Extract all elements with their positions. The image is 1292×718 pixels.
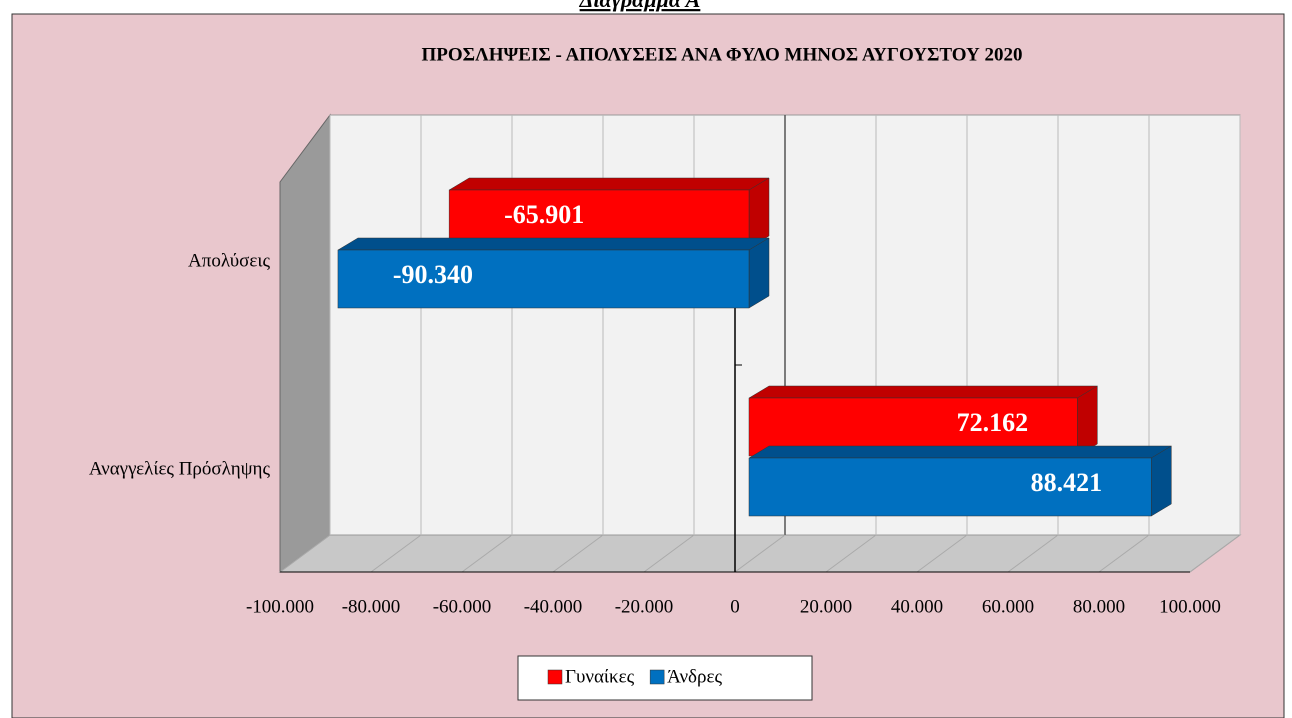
legend-swatch bbox=[649, 669, 665, 685]
x-tick-label: 20.000 bbox=[800, 596, 852, 617]
x-tick-label: 0 bbox=[730, 596, 740, 617]
x-tick-label: 40.000 bbox=[891, 596, 943, 617]
floor-grid bbox=[461, 534, 513, 573]
data-label: 72.162 bbox=[957, 408, 1029, 437]
x-tick-label: -80.000 bbox=[342, 596, 401, 617]
header: Διάγραμμα Α bbox=[579, 0, 701, 12]
y-tick-label: Απολύσεις bbox=[188, 250, 270, 271]
bar-top bbox=[748, 385, 1099, 399]
bar bbox=[748, 457, 1152, 517]
x-tick-label: -100.000 bbox=[246, 596, 314, 617]
floor-grid bbox=[279, 534, 331, 573]
side-wall bbox=[279, 113, 331, 573]
y-tick-label: Αναγγελίες Πρόσληψης bbox=[89, 458, 271, 479]
bar bbox=[337, 249, 750, 309]
x-tick-label: -60.000 bbox=[433, 596, 492, 617]
floor-grid bbox=[1007, 534, 1059, 573]
floor-grid bbox=[643, 534, 695, 573]
floor-grid bbox=[734, 534, 786, 573]
legend-label: Γυναίκες bbox=[565, 666, 635, 687]
floor-grid bbox=[1098, 534, 1150, 573]
bar-side bbox=[748, 177, 770, 249]
bar-top bbox=[337, 237, 770, 251]
floor-grid bbox=[370, 534, 422, 573]
legend-label: Άνδρες bbox=[667, 666, 722, 687]
bar-top bbox=[448, 177, 770, 191]
floor-grid bbox=[1189, 534, 1241, 573]
floor-grid bbox=[916, 534, 968, 573]
legend-swatch bbox=[547, 669, 563, 685]
x-tick-label: -40.000 bbox=[524, 596, 583, 617]
data-label: -65.901 bbox=[504, 200, 584, 229]
x-tick-label: -20.000 bbox=[615, 596, 674, 617]
floor-grid bbox=[825, 534, 877, 573]
legend bbox=[517, 655, 813, 701]
floor-grid bbox=[552, 534, 604, 573]
data-label: -90.340 bbox=[393, 260, 473, 289]
data-label: 88.421 bbox=[1031, 468, 1103, 497]
bar-top bbox=[748, 445, 1173, 459]
x-tick-label: 100.000 bbox=[1159, 596, 1221, 617]
chart-title: ΠΡΟΣΛΗΨΕΙΣ - ΑΠΟΛΥΣΕΙΣ ΑΝΑ ΦΥΛΟ ΜΗΝΟΣ ΑΥ… bbox=[421, 44, 1022, 65]
x-tick-label: 60.000 bbox=[982, 596, 1034, 617]
bar-side bbox=[1151, 445, 1172, 517]
bar-side bbox=[748, 237, 770, 309]
bar-side bbox=[1077, 385, 1098, 457]
x-tick-label: 80.000 bbox=[1073, 596, 1125, 617]
